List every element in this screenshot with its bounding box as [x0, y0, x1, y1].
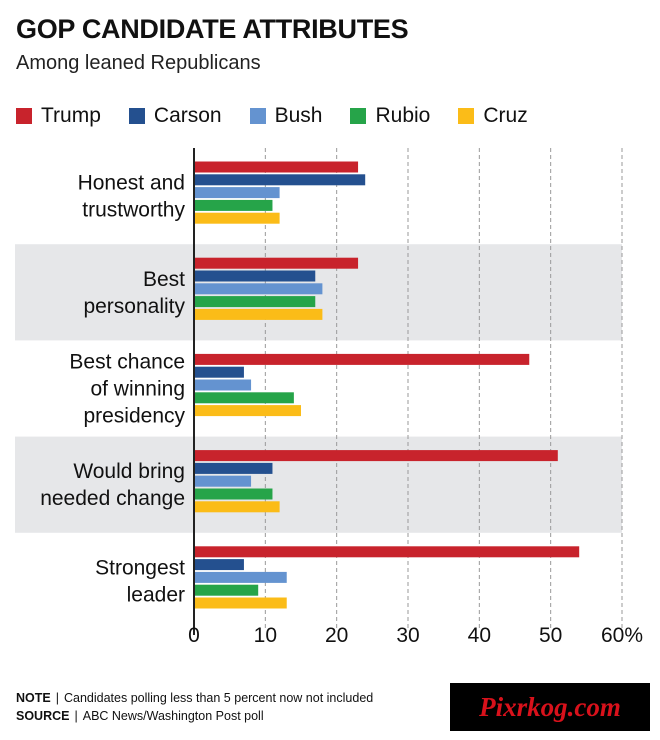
bar-rubio [194, 488, 273, 500]
source-line: SOURCE | ABC News/Washington Post poll [16, 709, 264, 723]
legend: Trump Carson Bush Rubio Cruz [16, 104, 556, 128]
note-line: NOTE | Candidates polling less than 5 perc… [16, 691, 374, 705]
legend-item-trump: Trump [16, 104, 101, 128]
legend-swatch [458, 108, 475, 124]
category-label: needed change [40, 487, 185, 510]
x-tick-label: 30 [396, 624, 419, 647]
category-label: leader [127, 583, 185, 606]
category-label: Strongest [95, 556, 185, 579]
bar-carson [194, 559, 244, 571]
bar-trump [194, 450, 558, 462]
watermark-logo: Pixrkog.com [450, 683, 650, 731]
bar-cruz [194, 597, 287, 609]
x-tick-label: 0 [188, 624, 200, 647]
category-label: Honest and [78, 172, 185, 195]
legend-label: Cruz [483, 104, 528, 127]
legend-label: Rubio [375, 104, 431, 127]
x-tick-label: 10 [254, 624, 277, 647]
bar-bush [194, 283, 323, 295]
watermark-text: Pixrkog.com [478, 692, 621, 722]
bar-rubio [194, 199, 273, 211]
bar-rubio [194, 392, 294, 404]
bar-trump [194, 161, 359, 173]
legend-label: Bush [274, 104, 323, 127]
chart-subtitle: Among leaned Republicans [16, 52, 261, 74]
category-label: personality [83, 295, 185, 318]
bar-bush [194, 475, 252, 487]
legend-label: Carson [153, 104, 222, 127]
category-label: Best [143, 268, 185, 291]
x-tick-label: 60% [601, 624, 643, 647]
legend-label: Trump [41, 104, 101, 127]
bar-bush [194, 571, 287, 583]
legend-item-carson: Carson [128, 104, 222, 128]
bar-cruz [194, 212, 280, 224]
bar-cruz [194, 308, 323, 320]
source-label: SOURCE [16, 709, 70, 723]
chart-title: GOP CANDIDATE ATTRIBUTES [16, 14, 409, 44]
legend-item-bush: Bush [249, 104, 323, 128]
bar-trump [194, 546, 580, 558]
bar-chart: Honest and trustworthy Best personality Best… [15, 148, 643, 647]
category-label: trustworthy [82, 199, 185, 222]
legend-swatch [128, 108, 145, 124]
category-label: Best chance [69, 351, 185, 374]
legend-swatch [16, 108, 32, 124]
x-tick-label: 50 [539, 624, 562, 647]
note-text: Candidates polling less than 5 percent n… [63, 691, 374, 705]
x-tick-label: 20 [325, 624, 348, 647]
bar-carson [194, 366, 244, 378]
category-label: Would bring [73, 460, 185, 483]
source-text: ABC News/Washington Post poll [82, 709, 264, 723]
footnotes: NOTE | Candidates polling less than 5 perc… [16, 689, 373, 725]
legend-swatch [249, 108, 266, 124]
x-tick-label: 40 [468, 624, 491, 647]
bar-cruz [194, 405, 301, 417]
bar-trump [194, 353, 530, 365]
bar-rubio [194, 296, 316, 308]
category-label: of winning [90, 378, 185, 401]
bar-rubio [194, 584, 259, 596]
category-label: presidency [83, 405, 185, 428]
legend-item-rubio: Rubio [350, 104, 430, 128]
bar-cruz [194, 501, 280, 513]
bar-bush [194, 187, 280, 199]
note-label: NOTE [16, 691, 51, 705]
bar-trump [194, 257, 359, 269]
legend-swatch [350, 108, 367, 124]
bar-carson [194, 462, 273, 474]
legend-item-cruz: Cruz [458, 104, 528, 128]
bar-carson [194, 270, 316, 282]
bar-bush [194, 379, 252, 391]
bar-carson [194, 174, 366, 186]
